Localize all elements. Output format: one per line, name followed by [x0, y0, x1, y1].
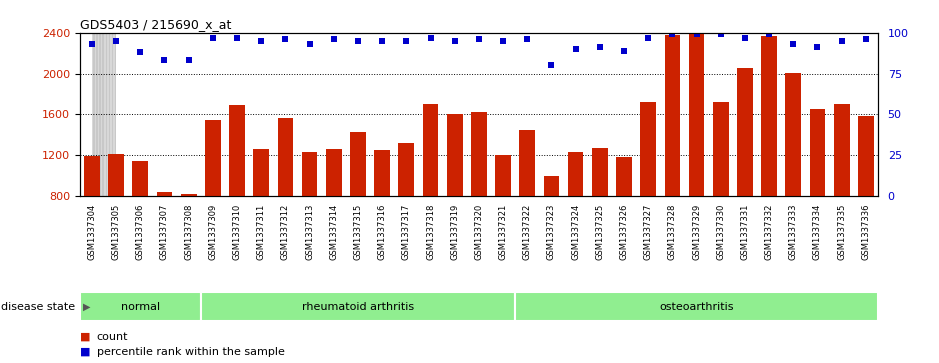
Bar	[592, 148, 608, 196]
Bar	[665, 35, 680, 196]
Point	[617, 48, 632, 54]
Bar	[80, 292, 201, 321]
Text: osteoarthritis: osteoarthritis	[659, 302, 733, 312]
Point	[181, 57, 196, 63]
Text: ■: ■	[80, 332, 90, 342]
Bar	[278, 118, 293, 196]
Point	[157, 57, 172, 63]
Text: percentile rank within the sample: percentile rank within the sample	[97, 347, 285, 357]
Point	[714, 31, 729, 37]
Bar	[519, 130, 535, 196]
Bar	[375, 150, 390, 196]
Text: ■: ■	[80, 347, 90, 357]
Point	[665, 31, 680, 37]
Bar	[201, 292, 516, 321]
Text: GDS5403 / 215690_x_at: GDS5403 / 215690_x_at	[80, 19, 231, 32]
Bar	[568, 152, 583, 196]
Bar	[254, 148, 269, 196]
Point	[568, 46, 583, 52]
Bar	[640, 102, 656, 196]
Point	[254, 38, 269, 44]
Point	[85, 41, 100, 47]
Point	[544, 62, 559, 68]
Point	[471, 36, 486, 42]
Text: rheumatoid arthritis: rheumatoid arthritis	[302, 302, 414, 312]
Bar	[762, 36, 777, 196]
Bar	[544, 176, 560, 196]
Bar	[85, 156, 100, 196]
Point	[423, 35, 438, 41]
Bar	[785, 73, 801, 196]
Bar	[423, 104, 439, 196]
Bar	[447, 114, 463, 196]
Bar	[132, 161, 148, 196]
Bar	[495, 155, 511, 196]
Bar	[688, 34, 704, 196]
Bar	[398, 143, 414, 196]
Point	[375, 38, 390, 44]
Point	[593, 44, 608, 50]
Point	[278, 36, 293, 42]
Point	[399, 38, 414, 44]
Bar	[737, 68, 753, 196]
Text: disease state: disease state	[1, 302, 75, 312]
Text: count: count	[97, 332, 129, 342]
Point	[810, 44, 825, 50]
Point	[737, 35, 752, 41]
Point	[206, 35, 221, 41]
Point	[689, 31, 704, 37]
Point	[447, 38, 462, 44]
Bar	[205, 120, 221, 196]
Bar	[301, 152, 317, 196]
Point	[520, 36, 535, 42]
Point	[302, 41, 317, 47]
Bar	[809, 109, 825, 196]
Bar	[471, 112, 486, 196]
Point	[640, 35, 655, 41]
Bar	[713, 102, 729, 196]
Bar	[350, 132, 366, 196]
Bar	[516, 292, 878, 321]
Point	[350, 38, 365, 44]
Bar	[326, 148, 342, 196]
Point	[229, 35, 244, 41]
Bar	[616, 157, 632, 196]
Point	[132, 49, 147, 55]
Text: ▶: ▶	[83, 302, 90, 312]
Point	[109, 38, 124, 44]
Bar	[834, 104, 850, 196]
Bar	[157, 192, 173, 196]
Point	[786, 41, 801, 47]
Point	[496, 38, 511, 44]
Point	[762, 31, 777, 37]
Point	[834, 38, 849, 44]
Point	[326, 36, 341, 42]
Bar	[229, 105, 245, 196]
Point	[858, 36, 873, 42]
Bar	[108, 154, 124, 196]
Bar	[858, 117, 873, 196]
Text: normal: normal	[121, 302, 160, 312]
Bar	[181, 195, 196, 196]
